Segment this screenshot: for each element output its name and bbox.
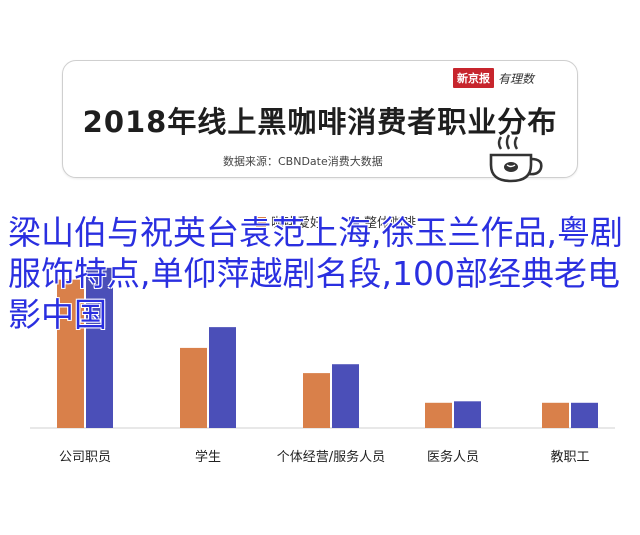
brand-name: 新京报: [453, 68, 494, 88]
bar-series-1-4: [425, 402, 452, 428]
legend-label-series-1: 咖啡爱好: [271, 216, 324, 231]
chart-title-card: 新京报 有理数 2018年线上黑咖啡消费者职业分布 数据来源：CBNDate消费…: [62, 60, 578, 183]
bar-series-2-3: [332, 364, 359, 428]
legend-swatch-series-1: [256, 216, 266, 227]
legend-swatch-series-2: [349, 216, 360, 227]
bar-series-1-3: [303, 373, 330, 428]
bar-series-2-4: [454, 401, 481, 428]
bar-series-2-5: [571, 402, 598, 428]
bar-series-1-5: [542, 402, 569, 428]
category-label-2: 学生: [194, 450, 221, 465]
data-source: 数据来源：CBNDate消费大数据: [223, 155, 383, 168]
bar-series-1-1: [57, 279, 84, 428]
brand-tagline: 有理数: [498, 71, 535, 86]
category-label-5: 教职工: [550, 450, 590, 465]
overlay-caption-text: 梁山伯与祝英台袁范上海,徐玉兰作品,粤剧服饰特点,单仰萍越剧名段,100部经典老…: [8, 213, 623, 334]
bar-series-1-2: [180, 347, 207, 428]
brand-logo: 新京报 有理数: [453, 68, 534, 88]
bar-series-2-2: [209, 327, 236, 428]
category-label-1: 公司职员: [58, 450, 111, 465]
chart-legend: 咖啡爱好 整体咖啡: [256, 212, 416, 231]
chart-title: 2018年线上黑咖啡消费者职业分布: [82, 105, 558, 139]
bar-series-2-1: [86, 267, 113, 428]
category-label-4: 医务人员: [426, 450, 479, 465]
category-label-3: 个体经营/服务人员: [276, 450, 386, 465]
coffee-cup-icon: [489, 134, 543, 183]
legend-item-series-2: 整体咖啡: [349, 212, 416, 231]
legend-item-series-1: 咖啡爱好: [256, 212, 323, 231]
legend-label-series-2: 整体咖啡: [364, 216, 417, 231]
